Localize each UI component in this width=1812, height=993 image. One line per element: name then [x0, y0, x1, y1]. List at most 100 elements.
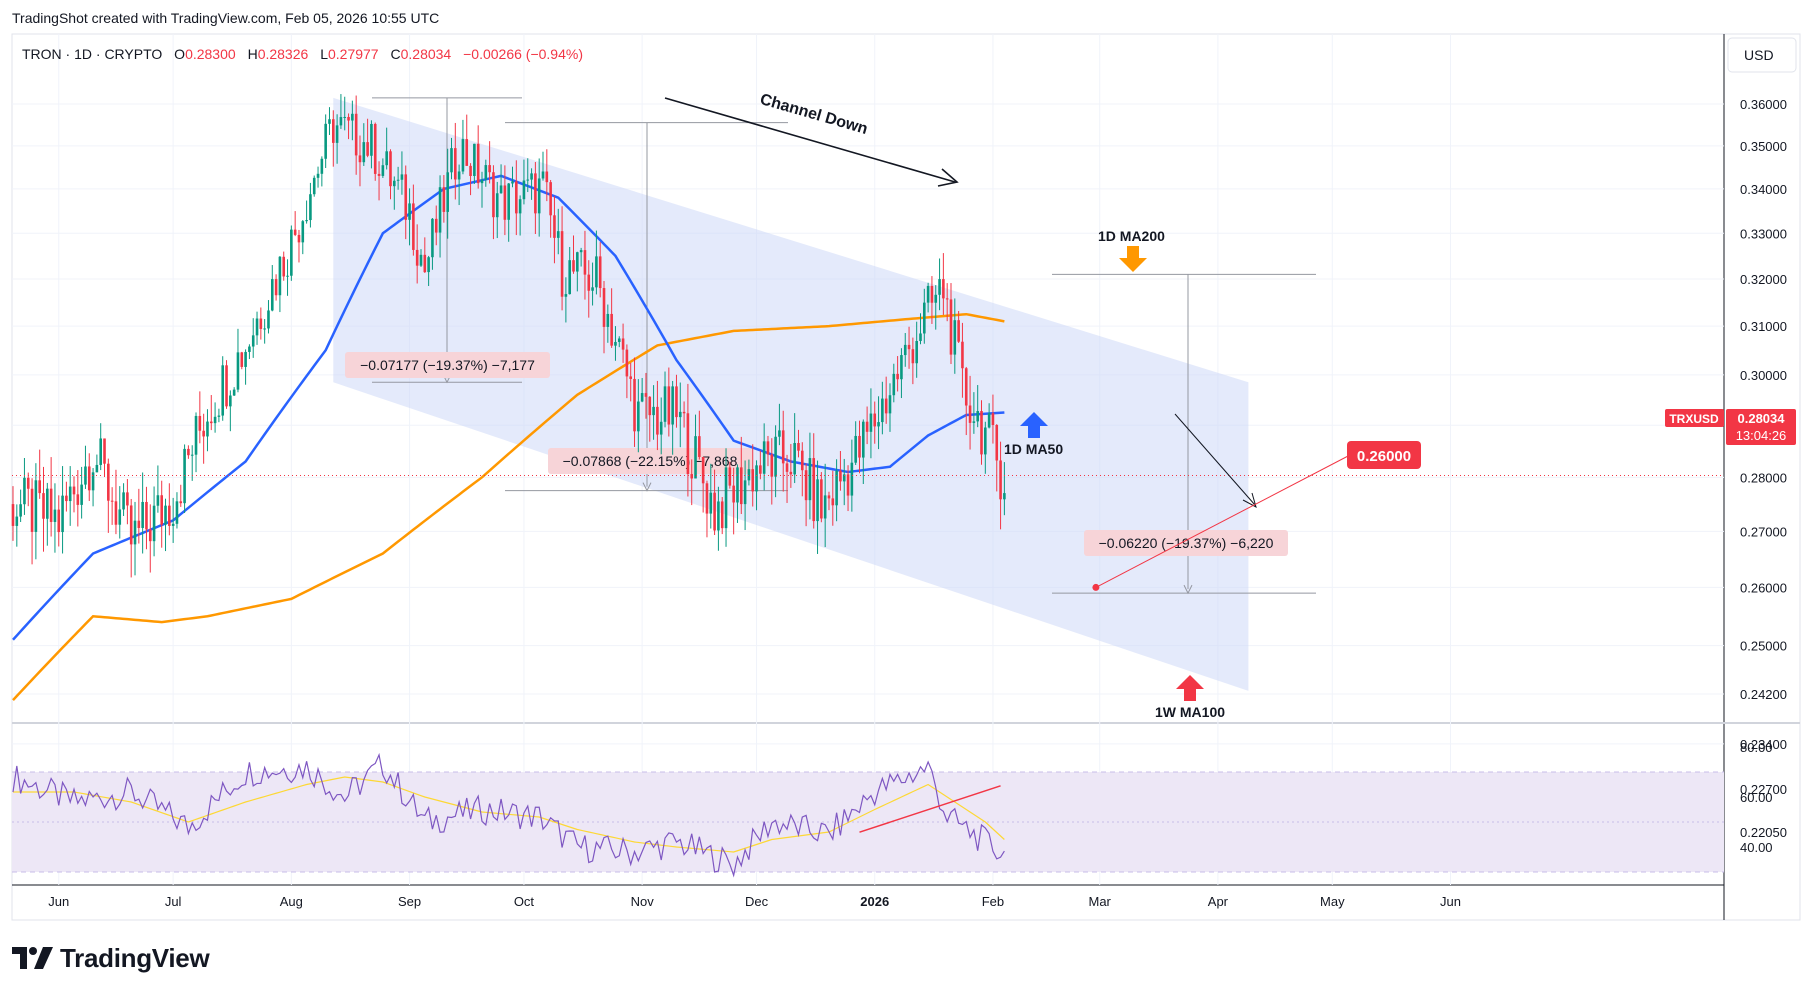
candle-up: [842, 474, 846, 482]
currency-button[interactable]: USD: [1727, 37, 1797, 73]
candle-down: [373, 123, 377, 174]
time-tick-label: Feb: [982, 894, 1004, 909]
candle-up: [522, 180, 526, 200]
time-tick-label: Mar: [1089, 894, 1112, 909]
price-tick-label: 0.31000: [1740, 319, 1787, 334]
candle-down: [968, 405, 972, 423]
target-leader-line: [1095, 454, 1351, 588]
measure-label-box: [345, 352, 550, 378]
candle-up: [903, 344, 907, 356]
candle-down: [560, 231, 564, 297]
price-tick-label: 0.35000: [1740, 139, 1787, 154]
candle-up: [614, 341, 617, 346]
candle-down: [404, 174, 408, 220]
candle-down: [515, 181, 518, 214]
candle-up: [926, 285, 930, 303]
ma100w-line: [859, 785, 1001, 833]
price-tick-label: 0.24200: [1740, 687, 1787, 702]
candle-up: [595, 256, 598, 288]
target-point: [1092, 583, 1100, 591]
tradingview-logo[interactable]: TradingView: [12, 940, 210, 976]
ma100w-arrow-icon: [1176, 675, 1204, 701]
candle-up: [248, 346, 251, 352]
candle-up: [229, 395, 232, 407]
candle-up: [301, 221, 305, 243]
candle-up: [579, 250, 583, 253]
candle-down: [469, 165, 472, 177]
candle-up: [118, 509, 122, 525]
candle-down: [770, 454, 774, 477]
candle-up: [152, 505, 156, 542]
candle-down: [26, 477, 30, 489]
candle-up: [976, 411, 979, 422]
legend: TRON · 1D · CRYPTO O0.28300 H0.28326 L0.…: [22, 46, 583, 62]
candle-down: [259, 318, 263, 329]
candle-up: [53, 509, 57, 522]
candle-down: [690, 474, 694, 479]
candle-up: [23, 477, 26, 505]
candle-up: [606, 313, 610, 327]
time-tick-label: Aug: [280, 894, 303, 909]
candle-down: [572, 260, 575, 272]
candle-down: [781, 430, 785, 464]
candle-up: [717, 501, 720, 531]
candle-up: [473, 143, 476, 177]
time-axis[interactable]: Jun Jul Aug Sep Oct Nov Dec 2026 Feb Mar Apr May Jun: [48, 894, 1461, 909]
candle-up: [850, 462, 854, 496]
candle-up: [480, 179, 484, 184]
candle-up: [251, 335, 255, 347]
price-axis[interactable]: 0.36000 0.35000 0.34000 0.33000 0.32000 0.310…: [1740, 97, 1787, 855]
candle-up: [446, 172, 449, 212]
candle-down: [865, 421, 869, 432]
candle-down: [812, 458, 816, 522]
badge-price: 0.28034: [1738, 411, 1786, 426]
candle-down: [858, 435, 861, 458]
candle-down: [656, 406, 659, 435]
candle-down: [282, 256, 286, 277]
candle-down: [30, 488, 34, 532]
candle-up: [640, 393, 644, 402]
candle-down: [800, 450, 804, 471]
candle-up: [724, 467, 728, 529]
candle-down: [293, 229, 297, 235]
candle-up: [1003, 493, 1006, 500]
candle-down: [728, 467, 732, 486]
candle-down: [114, 501, 118, 525]
candle-down: [160, 495, 164, 525]
candle-down: [587, 274, 591, 291]
candle-up: [381, 165, 385, 176]
candle-up: [164, 505, 167, 525]
candle-up: [236, 352, 240, 390]
candle-up: [309, 194, 312, 221]
candle-down: [412, 203, 415, 250]
candle-down: [995, 425, 999, 461]
candle-up: [736, 467, 739, 503]
candle-down: [957, 320, 960, 342]
price-tick-label: 0.26000: [1740, 580, 1787, 595]
candle-up: [568, 260, 571, 295]
candle-down: [820, 479, 823, 519]
candle-up: [743, 480, 747, 505]
candle-down: [911, 349, 915, 364]
candle-down: [999, 460, 1002, 500]
candle-up: [190, 454, 194, 456]
candle-up: [316, 173, 320, 178]
candle-down: [137, 520, 141, 528]
price-tick-label: 0.27000: [1740, 524, 1787, 539]
candle-up: [953, 320, 957, 355]
candle-up: [312, 177, 316, 195]
time-tick-label: Oct: [514, 894, 535, 909]
candle-up: [823, 495, 827, 519]
candle-down: [145, 501, 148, 530]
measurement-tools: −0.07177 (−19.37%) −7,177 −0.07868 (−22.1…: [345, 97, 1316, 595]
rsi-line: [12, 752, 1005, 878]
candle-down: [434, 218, 438, 233]
candle-up: [206, 421, 209, 437]
price-tick-label: 0.28000: [1740, 470, 1787, 485]
candle-down: [103, 438, 106, 464]
candle-up: [278, 256, 282, 296]
candle-down: [503, 185, 507, 220]
candle-up: [541, 171, 545, 179]
candle-down: [610, 313, 613, 346]
